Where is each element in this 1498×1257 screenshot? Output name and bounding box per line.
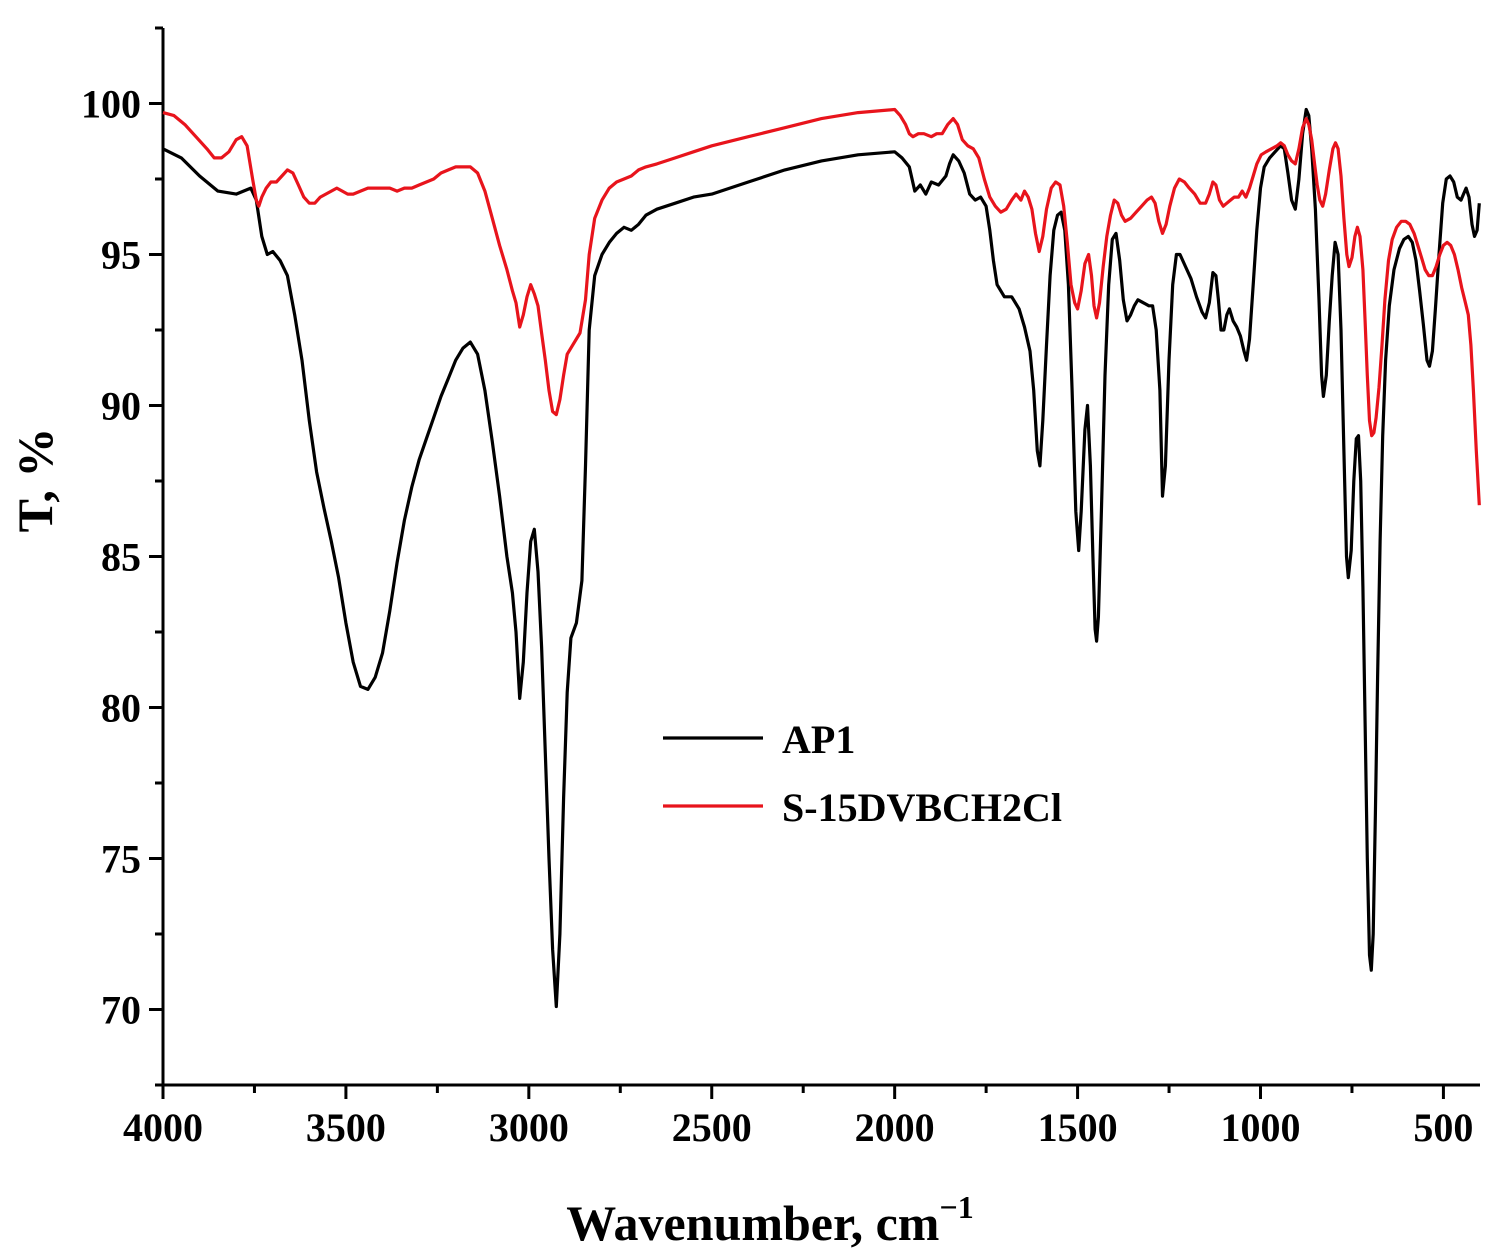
legend: AP1 S-15DVBCH2Cl: [663, 717, 1062, 830]
x-tick-label: 2000: [855, 1105, 935, 1150]
x-tick-label: 3000: [489, 1105, 569, 1150]
axes: 70 75 80 85 90 95 100 4000 3500 3000 2500 2000 1500 1…: [81, 26, 1480, 1150]
y-tick-label: 85: [101, 535, 141, 580]
y-tick-label: 80: [101, 686, 141, 731]
x-tick-label: 1500: [1038, 1105, 1118, 1150]
y-tick-label: 90: [101, 384, 141, 429]
legend-label: S-15DVBCH2Cl: [782, 785, 1062, 830]
x-tick-label: 500: [1413, 1105, 1473, 1150]
series-line-s-15dvbch2cl: [162, 107, 1481, 506]
series-line-ap1: [162, 107, 1481, 1009]
y-axis-title: T, %: [7, 428, 63, 533]
y-tick-label: 75: [101, 837, 141, 882]
x-axis-title-superscript: −1: [939, 1189, 973, 1225]
x-tick-label: 3500: [306, 1105, 386, 1150]
series-layer: [162, 107, 1481, 1009]
x-tick-label: 2500: [672, 1105, 752, 1150]
y-tick-label: 100: [81, 82, 141, 127]
y-tick-label: 70: [101, 988, 141, 1033]
y-tick-label: 95: [101, 233, 141, 278]
x-tick-label: 1000: [1221, 1105, 1301, 1150]
x-axis-title-text: Wavenumber, cm: [566, 1195, 939, 1251]
legend-label: AP1: [782, 717, 855, 762]
x-tick-label: 4000: [123, 1105, 203, 1150]
x-axis-title: Wavenumber, cm−1: [566, 1189, 973, 1251]
